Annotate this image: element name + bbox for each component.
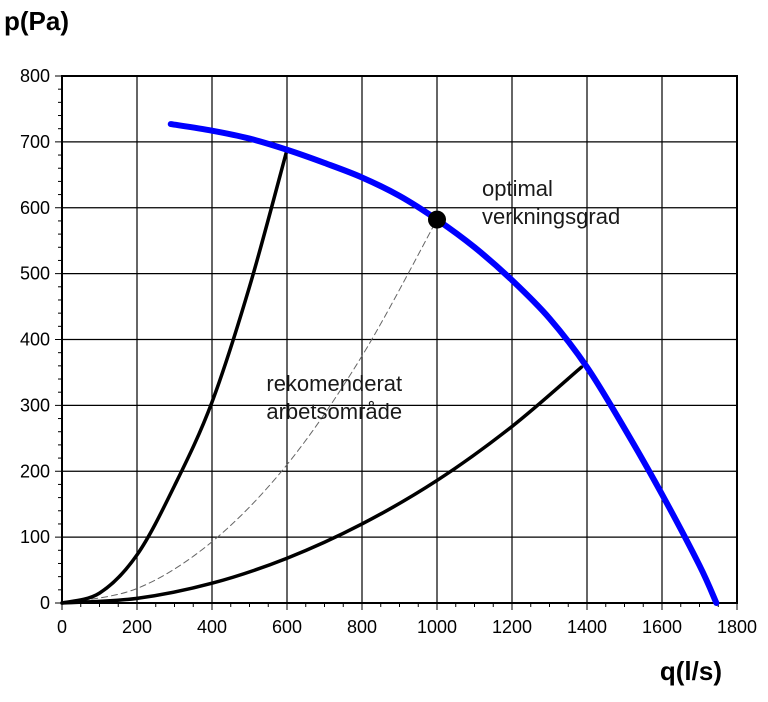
annotation-text: verkningsgrad bbox=[482, 204, 620, 229]
annotation-text: optimal bbox=[482, 176, 553, 201]
upper-limit-series bbox=[60, 148, 289, 605]
y-axis-title: p(Pa) bbox=[4, 6, 69, 36]
x-tick-label: 1000 bbox=[417, 617, 457, 637]
y-tick-label: 700 bbox=[20, 132, 50, 152]
y-tick-label: 600 bbox=[20, 198, 50, 218]
x-tick-label: 0 bbox=[57, 617, 67, 637]
optimal-system-series bbox=[61, 219, 438, 604]
x-tick-label: 600 bbox=[272, 617, 302, 637]
x-tick-label: 400 bbox=[197, 617, 227, 637]
y-tick-label: 0 bbox=[40, 593, 50, 613]
x-tick-label: 1600 bbox=[642, 617, 682, 637]
annotation-layer: optimal verkningsgrad rekomenderat arbetsom… bbox=[266, 176, 620, 424]
y-tick-label: 300 bbox=[20, 395, 50, 415]
y-tick-labels: 0 100 200 300 400 500 600 700 800 bbox=[20, 66, 50, 613]
x-tick-label: 1400 bbox=[567, 617, 607, 637]
plot-frame bbox=[61, 75, 738, 604]
x-tick-label: 800 bbox=[347, 617, 377, 637]
x-tick-label: 1200 bbox=[492, 617, 532, 637]
y-tick-label: 200 bbox=[20, 461, 50, 481]
y-tick-label: 100 bbox=[20, 527, 50, 547]
marker-layer bbox=[428, 210, 446, 229]
x-tick-label: 200 bbox=[122, 617, 152, 637]
y-tick-label: 400 bbox=[20, 330, 50, 350]
lower-limit-series bbox=[60, 365, 584, 605]
minor-tick-marks bbox=[55, 75, 738, 610]
x-tick-label: 1800 bbox=[717, 617, 757, 637]
grid-lines bbox=[62, 76, 737, 603]
series-layer bbox=[60, 121, 720, 606]
x-axis-title: q(l/s) bbox=[660, 656, 722, 686]
x-tick-labels: 0 200 400 600 800 1000 1200 1400 1600 1800 bbox=[57, 617, 757, 637]
annotation-text: rekomenderat bbox=[266, 371, 402, 396]
y-tick-label: 800 bbox=[20, 66, 50, 86]
y-tick-label: 500 bbox=[20, 264, 50, 284]
fan-curve-series bbox=[167, 121, 720, 606]
optimal-point-marker bbox=[428, 210, 446, 229]
annotation-text: arbetsområde bbox=[266, 399, 402, 424]
